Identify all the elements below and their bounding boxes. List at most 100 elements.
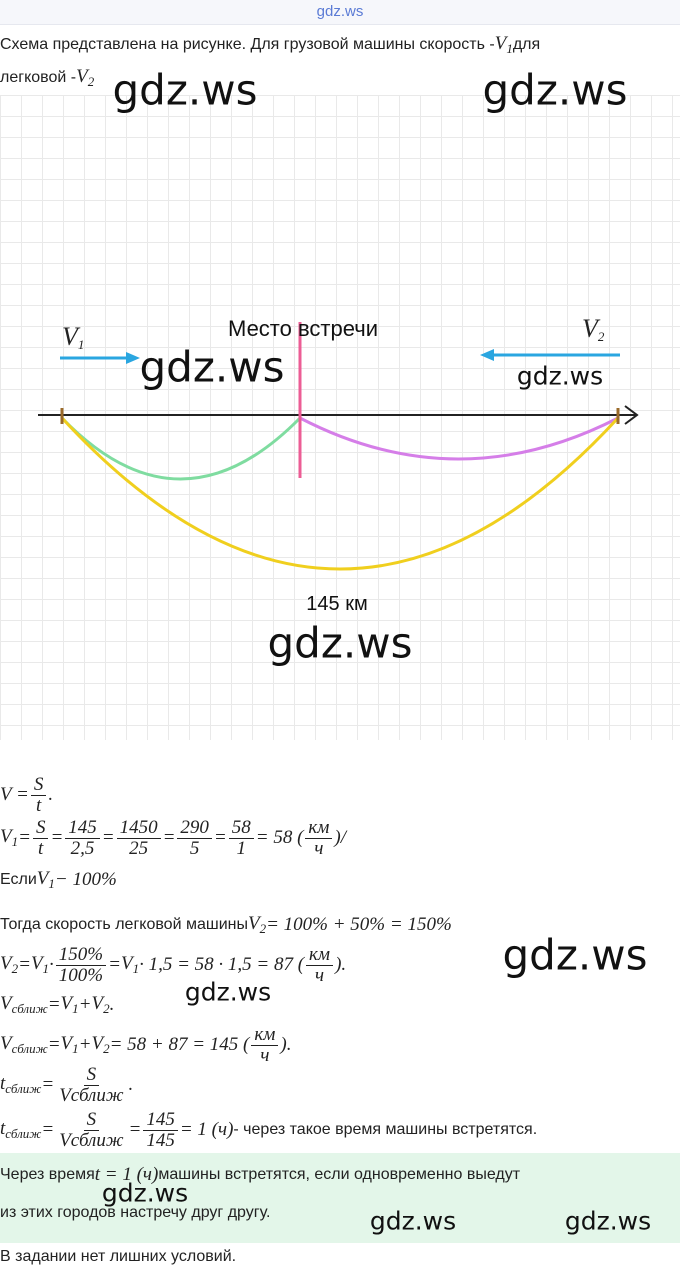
- text-run: · 1,5 = 58 · 1,5 = 87 (: [139, 954, 305, 975]
- text-run: =: [41, 1074, 55, 1095]
- symbol-sub: 2: [103, 1001, 110, 1016]
- symbol: tсближ: [0, 1073, 41, 1097]
- fraction: S Vсближ: [56, 1064, 126, 1106]
- text-run: =: [108, 954, 121, 975]
- text-run: .: [128, 1074, 134, 1095]
- text-run: Если: [0, 871, 37, 888]
- fraction: 145 145: [143, 1109, 178, 1151]
- text-run: - через такое время машины встретятся.: [233, 1121, 538, 1138]
- symbol-base: V: [0, 993, 12, 1014]
- symbol-sub: 2: [259, 921, 267, 936]
- numerator: 150%: [55, 944, 107, 966]
- text-run: = 58 (: [255, 827, 304, 848]
- text-run: − 100%: [54, 869, 117, 890]
- symbol: V1: [37, 868, 55, 892]
- text-run: =: [41, 1119, 55, 1140]
- symbol: V2: [91, 993, 109, 1017]
- text-line: Если V1 − 100%: [0, 860, 117, 900]
- answer-box: [0, 1153, 680, 1243]
- numerator: 145: [143, 1109, 178, 1131]
- symbol-base: V: [36, 868, 49, 889]
- text-line: Схема представлена на рисунке. Для грузо…: [0, 25, 540, 65]
- text-line: tсближ = S Vсближ.: [0, 1064, 134, 1106]
- fraction: км ч: [251, 1024, 279, 1066]
- symbol-base: V: [494, 33, 507, 54]
- fraction: 145 2,5: [65, 817, 100, 859]
- denominator: 145: [146, 1129, 175, 1151]
- distance-label: 145 км: [306, 593, 367, 615]
- symbol: V1: [121, 953, 139, 977]
- fraction: 150% 100%: [55, 944, 107, 986]
- symbol-sub: 1: [72, 1041, 79, 1056]
- text-run: Через время: [0, 1166, 95, 1183]
- fraction: 1450 25: [116, 817, 161, 859]
- symbol-base: V: [120, 953, 133, 974]
- watermark: gdz.ws: [564, 1206, 652, 1236]
- symbol-sub: 2: [103, 1041, 110, 1056]
- symbol-base: V: [62, 322, 78, 351]
- site-link[interactable]: gdz.ws: [316, 3, 364, 20]
- watermark: gdz.ws: [516, 361, 604, 391]
- text-run: Тогда скорость легковой машины: [0, 916, 248, 933]
- grid-background: [0, 95, 680, 740]
- text-line: Тогда скорость легковой машины V2 = 100%…: [0, 905, 452, 945]
- fraction: км ч: [305, 817, 333, 859]
- symbol-sub: 1: [42, 961, 50, 976]
- symbol-base: V: [30, 953, 43, 974]
- symbol-base: V: [91, 993, 104, 1014]
- text-line: V2 = V1 · 150% 100% = V1 · 1,5 = 58 · 1,5…: [0, 944, 346, 986]
- text-line: из этих городов настречу друг другу.: [0, 1193, 270, 1233]
- symbol-base: V: [0, 1033, 12, 1054]
- denominator: 1: [236, 837, 247, 859]
- symbol-base: V: [91, 1033, 104, 1054]
- denominator: Vсближ: [59, 1129, 124, 1151]
- text-run: = 100% + 50% = 150%: [266, 914, 452, 935]
- watermark: gdz.ws: [101, 1178, 189, 1208]
- text-run: =: [18, 954, 31, 975]
- symbol-base: t: [0, 1073, 6, 1094]
- watermark: gdz.ws: [482, 65, 628, 115]
- v2-label: V2: [582, 314, 604, 345]
- text-run: )/: [334, 827, 347, 848]
- denominator: 100%: [58, 964, 104, 986]
- symbol: V2: [91, 1033, 109, 1057]
- symbol: V1: [0, 826, 18, 850]
- symbol-base: V: [60, 993, 73, 1014]
- note: В задании нет лишних условий.: [0, 1248, 237, 1265]
- distance-arc: [60, 416, 620, 571]
- axis-arrow: [624, 405, 639, 425]
- symbol-sub: 1: [48, 876, 55, 891]
- numerator: S: [30, 774, 47, 796]
- text-run: Схема представлена на рисунке. Для грузо…: [0, 36, 495, 53]
- truck-arc: [60, 416, 302, 481]
- symbol-sub: 1: [132, 961, 140, 976]
- meeting-label: Место встречи: [228, 316, 378, 341]
- symbol-sub: сближ: [11, 1001, 48, 1016]
- symbol-base: V: [60, 1033, 73, 1054]
- text-line: Vсближ = V1 + V2.: [0, 985, 114, 1025]
- numerator: 145: [65, 817, 100, 839]
- denominator: t: [35, 794, 42, 816]
- symbol: Vсближ: [0, 993, 48, 1017]
- text-run: ).: [280, 1034, 292, 1055]
- symbol-base: V: [247, 913, 260, 934]
- top-bar: [0, 0, 680, 25]
- symbol: V1: [61, 1033, 79, 1057]
- text-line: легковой - V2: [0, 58, 94, 98]
- numerator: 1450: [116, 817, 161, 839]
- v1-label: V1: [62, 322, 84, 353]
- symbol: V2: [76, 66, 94, 90]
- text-run: =: [101, 827, 115, 848]
- text-run: =: [47, 1034, 61, 1055]
- arrow-v1-head: [126, 352, 140, 364]
- fraction: 290 5: [177, 817, 212, 859]
- numerator: 290: [177, 817, 212, 839]
- watermark: gdz.ws: [139, 342, 285, 392]
- text-run: машины встретятся, если одновременно вые…: [158, 1166, 521, 1183]
- symbol: V2: [0, 953, 18, 977]
- text-line: Vсближ = V1 + V2 = 58 + 87 = 145 (км ч).: [0, 1024, 292, 1066]
- denominator: ч: [314, 837, 324, 859]
- watermark: gdz.ws: [267, 618, 413, 668]
